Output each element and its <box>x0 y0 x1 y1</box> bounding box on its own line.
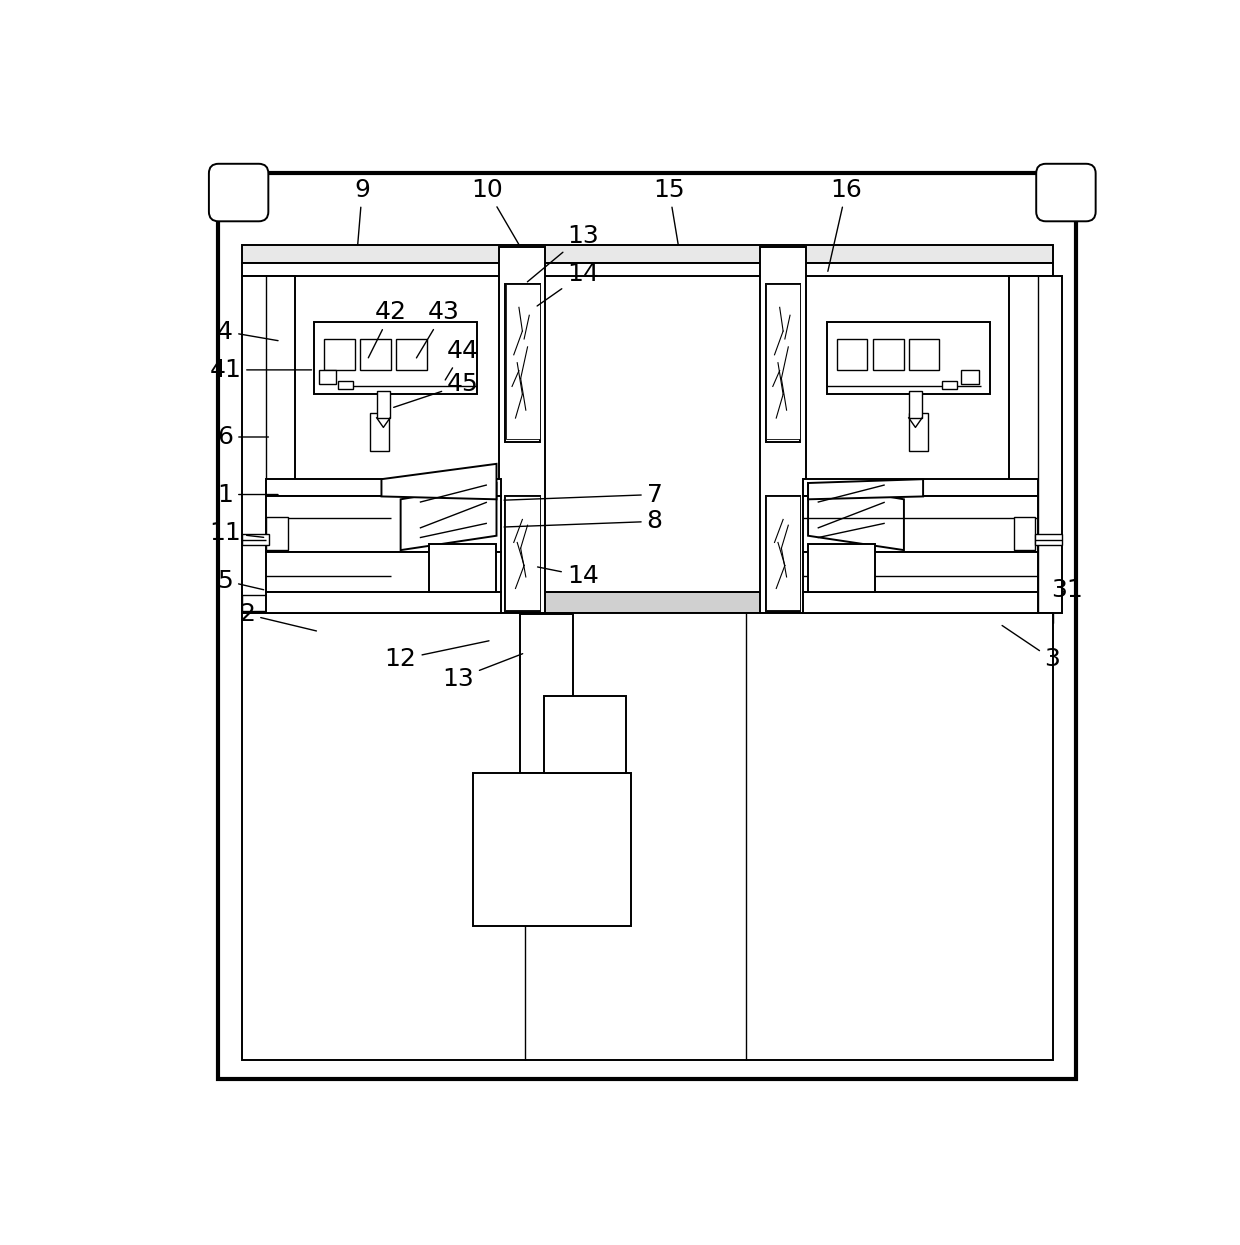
Text: 3: 3 <box>1002 625 1060 671</box>
Bar <box>505 497 539 611</box>
Bar <box>804 552 1038 593</box>
Bar <box>267 517 288 550</box>
Bar <box>909 391 923 418</box>
Bar <box>243 276 295 614</box>
Bar <box>361 339 391 370</box>
Bar <box>505 284 539 442</box>
Text: 11: 11 <box>210 520 264 545</box>
Bar <box>506 284 539 439</box>
Bar <box>766 497 800 611</box>
Bar <box>500 248 546 614</box>
Bar <box>873 339 904 370</box>
Bar <box>243 595 267 610</box>
Text: 41: 41 <box>210 357 311 382</box>
Bar <box>339 381 352 388</box>
Bar <box>243 534 269 545</box>
Bar <box>267 593 501 614</box>
Text: 12: 12 <box>384 641 489 671</box>
Bar <box>544 696 626 772</box>
Text: 42: 42 <box>368 300 407 357</box>
Text: 43: 43 <box>417 300 460 357</box>
Bar <box>243 614 1053 1061</box>
Text: 8: 8 <box>505 509 662 533</box>
Text: 9: 9 <box>355 178 371 244</box>
Text: 16: 16 <box>828 178 862 271</box>
Bar <box>1035 534 1063 545</box>
Bar <box>319 370 336 385</box>
Bar <box>766 284 800 442</box>
Bar <box>267 479 501 497</box>
Bar <box>243 614 1053 622</box>
Bar <box>942 381 956 388</box>
FancyBboxPatch shape <box>208 164 268 222</box>
Polygon shape <box>808 483 904 550</box>
Text: 13: 13 <box>527 224 599 281</box>
Bar <box>766 497 800 610</box>
Bar <box>766 284 800 439</box>
Text: 1: 1 <box>217 483 278 507</box>
Bar <box>804 593 1038 614</box>
Bar <box>377 391 391 418</box>
Text: 15: 15 <box>653 178 684 244</box>
Bar <box>909 413 928 452</box>
Bar <box>243 593 1053 614</box>
Text: 5: 5 <box>217 569 264 593</box>
Polygon shape <box>808 479 923 499</box>
Bar <box>808 544 875 593</box>
Text: 10: 10 <box>471 178 520 245</box>
Bar <box>267 552 501 593</box>
Text: 2: 2 <box>239 603 316 631</box>
Bar <box>521 614 573 772</box>
Bar <box>1009 276 1063 614</box>
Bar <box>827 322 991 393</box>
Bar <box>506 497 539 610</box>
Bar <box>324 339 355 370</box>
Bar <box>837 339 868 370</box>
Bar <box>243 245 1053 263</box>
Text: 7: 7 <box>505 483 662 507</box>
Text: 13: 13 <box>443 654 523 691</box>
Polygon shape <box>382 464 496 499</box>
Bar <box>429 544 496 593</box>
Text: 31: 31 <box>1052 579 1083 603</box>
Polygon shape <box>401 483 496 550</box>
Text: 44: 44 <box>445 339 479 380</box>
Bar <box>315 322 477 393</box>
Bar <box>218 173 1076 1079</box>
Text: 14: 14 <box>538 564 599 588</box>
Bar <box>760 248 806 614</box>
Bar <box>804 497 1038 552</box>
Bar <box>909 339 940 370</box>
Bar <box>370 413 389 452</box>
Text: 45: 45 <box>393 372 479 407</box>
Bar <box>472 772 631 926</box>
Text: 14: 14 <box>537 261 599 306</box>
Bar <box>961 370 978 385</box>
Text: 6: 6 <box>217 425 268 449</box>
Bar <box>1014 517 1035 550</box>
Bar <box>804 479 1038 497</box>
Text: 4: 4 <box>217 320 278 344</box>
Bar <box>396 339 427 370</box>
FancyBboxPatch shape <box>1037 164 1096 222</box>
Bar <box>267 497 501 552</box>
Bar <box>243 263 1053 276</box>
